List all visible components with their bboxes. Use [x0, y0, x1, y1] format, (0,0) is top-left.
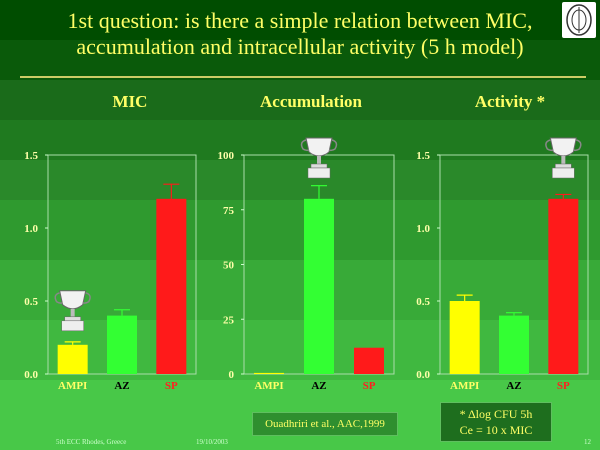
- accumulation-trophy-icon: [300, 137, 338, 179]
- footer-page-number: 12: [584, 438, 591, 446]
- mic-bar-ampi: [57, 344, 88, 374]
- footnote-box: * Δlog CFU 5h Ce = 10 x MIC: [440, 402, 552, 442]
- panel-title-accumulation: Accumulation: [260, 92, 362, 111]
- accumulation-y-tick-label: 100: [218, 150, 235, 162]
- mic-category-label: AMPI: [58, 380, 87, 392]
- slide-title: 1st question: is there a simple relation…: [67, 8, 533, 59]
- activity-category-label: AMPI: [450, 380, 479, 392]
- accumulation-category-label: SP: [363, 380, 376, 392]
- footnote-line-2: Ce = 10 x MIC: [459, 423, 533, 437]
- accumulation-bar-az: [304, 198, 334, 374]
- citation: Ouadhriri et al., AAC,1999: [252, 412, 398, 436]
- activity-trophy-icon: [545, 137, 582, 179]
- activity-bar-az: [499, 315, 529, 374]
- activity-category-label: SP: [557, 380, 570, 392]
- panel-title-mic: MIC: [112, 92, 148, 111]
- accumulation-y-tick-label: 50: [223, 260, 235, 272]
- accumulation-bar-sp: [354, 347, 384, 374]
- mic-y-tick-label: 1.5: [24, 150, 38, 162]
- mic-category-label: SP: [165, 380, 178, 392]
- mic-y-tick-label: 1.0: [24, 223, 38, 235]
- mic-bar-az: [107, 315, 137, 374]
- society-logo: [562, 2, 596, 38]
- title-divider: [20, 76, 586, 78]
- accumulation-y-tick-label: 75: [223, 205, 235, 217]
- accumulation-category-label: AZ: [311, 380, 326, 392]
- mic-y-tick-label: 0.5: [24, 296, 38, 308]
- accumulation-category-label: AMPI: [254, 380, 283, 392]
- mic-trophy-icon: [54, 290, 91, 332]
- footer-conference: 5th ECC Rhodes, Greece: [56, 438, 127, 446]
- accumulation-y-tick-label: 0: [229, 369, 235, 381]
- activity-bar-sp: [548, 198, 579, 374]
- accumulation-y-tick-label: 25: [223, 314, 235, 326]
- activity-y-tick-label: 1.0: [416, 223, 430, 235]
- activity-y-tick-label: 0.0: [416, 369, 430, 381]
- activity-category-label: AZ: [506, 380, 521, 392]
- activity-y-tick-label: 1.5: [416, 150, 430, 162]
- accumulation-bar-ampi: [254, 372, 284, 374]
- activity-bar-ampi: [449, 301, 480, 374]
- mic-bar-sp: [156, 198, 187, 374]
- panel-title-activity: Activity *: [474, 92, 546, 111]
- footnote-line-1: * Δlog CFU 5h: [459, 407, 533, 421]
- mic-category-label: AZ: [114, 380, 129, 392]
- mic-y-tick-label: 0.0: [24, 369, 38, 381]
- footer-date: 19/10/2003: [196, 438, 228, 446]
- activity-y-tick-label: 0.5: [416, 296, 430, 308]
